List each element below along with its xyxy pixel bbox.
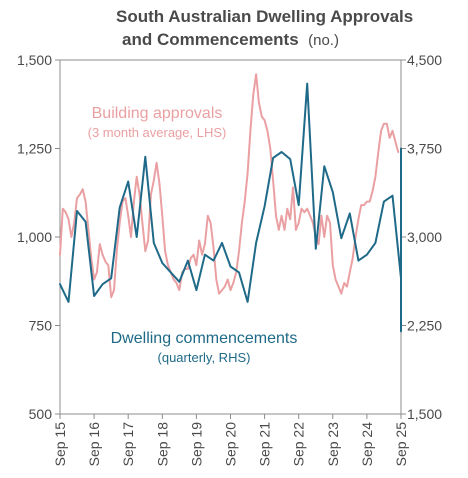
left-axis: 500 750 1,000 1,250 1,500 (17, 52, 60, 422)
chart-title-line1: South Australian Dwelling Approvals (116, 7, 413, 26)
x-tick-label: Sep 15 (52, 422, 68, 467)
x-tick-label: Sep 17 (120, 422, 136, 467)
x-tick-label: Sep 20 (223, 422, 239, 467)
right-tick-label: 3,000 (407, 229, 442, 245)
left-tick-label: 1,000 (17, 229, 52, 245)
left-tick-label: 1,500 (17, 52, 52, 68)
approvals-annotation-line2: (3 month average, LHS) (88, 125, 227, 140)
x-tick-label: Sep 24 (359, 422, 375, 467)
right-tick-label: 1,500 (407, 406, 442, 422)
series-line-building-approvals (59, 73, 400, 299)
commencements-annotation-line2: (quarterly, RHS) (158, 350, 251, 365)
approvals-annotation-line1: Building approvals (92, 105, 223, 122)
x-tick-label: Sep 19 (188, 422, 204, 467)
x-tick-label: Sep 21 (257, 422, 273, 467)
chart-title-line2: and Commencements (no.) (122, 30, 339, 49)
right-tick-label: 2,250 (407, 318, 442, 334)
left-tick-label: 750 (29, 318, 53, 334)
x-tick-label: Sep 25 (393, 422, 409, 467)
x-axis: Sep 15 Sep 16 Sep 17 Sep 18 Sep 19 Sep 20 Sep … (52, 414, 409, 466)
x-tick-label: Sep 16 (86, 422, 102, 467)
x-tick-label: Sep 18 (154, 422, 170, 467)
left-tick-label: 500 (29, 406, 53, 422)
chart-title-unit: (no.) (308, 32, 339, 49)
chart-title-line2-main: and Commencements (122, 30, 299, 49)
series-layer (59, 73, 402, 333)
x-tick-label: Sep 22 (291, 422, 307, 467)
series-line-dwelling-commencements (59, 82, 402, 333)
right-tick-label: 4,500 (407, 52, 442, 68)
commencements-annotation-line1: Dwelling commencements (111, 330, 298, 347)
x-tick-label: Sep 23 (325, 422, 341, 467)
left-tick-label: 1,250 (17, 141, 52, 157)
right-axis: 1,500 2,250 3,000 3,750 4,500 (401, 52, 442, 422)
right-tick-label: 3,750 (407, 141, 442, 157)
